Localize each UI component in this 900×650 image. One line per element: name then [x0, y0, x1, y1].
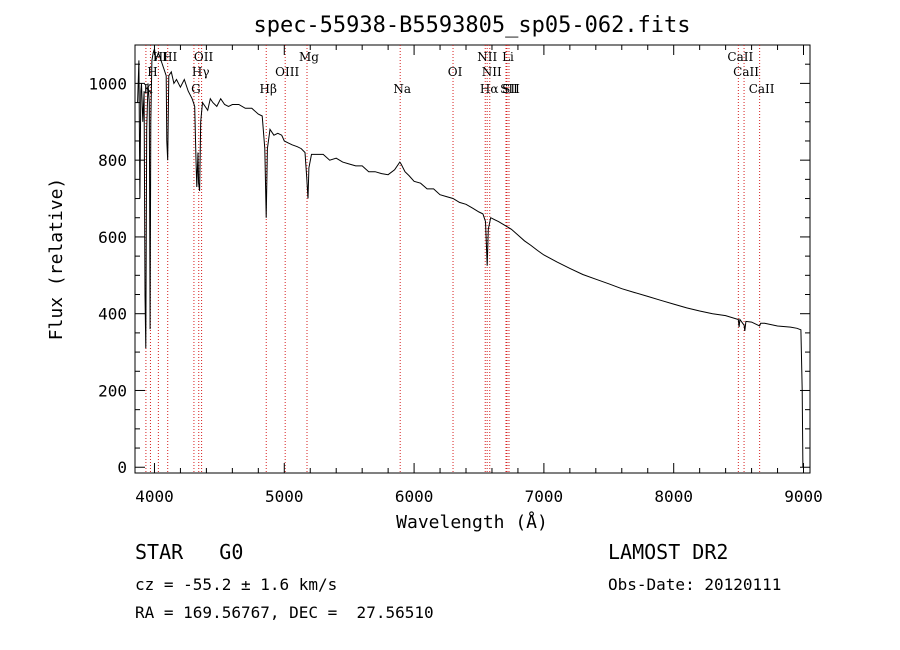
line-label: Na: [393, 82, 411, 96]
line-label: OIII: [275, 65, 299, 79]
line-label: H: [147, 65, 157, 79]
y-tick-label: 800: [98, 151, 127, 170]
line-label: CaII: [749, 82, 775, 96]
x-axis: 4000 5000 6000 7000 8000 9000: [135, 45, 823, 506]
line-label: HI: [162, 50, 177, 64]
spectrum-line: [137, 48, 804, 468]
x-tick-label: 9000: [784, 487, 823, 506]
object-class: STAR G0: [135, 540, 244, 564]
line-label: SII: [500, 82, 518, 96]
line-label: NII: [477, 50, 497, 64]
y-tick-label: 1000: [88, 74, 127, 93]
y-tick-label: 200: [98, 381, 127, 400]
line-label: CaII: [733, 65, 759, 79]
line-label: HI: [153, 50, 168, 64]
x-tick-label: 6000: [395, 487, 434, 506]
redshift-text: cz = -55.2 ± 1.6 km/s: [135, 575, 338, 594]
y-axis: 0 200 400 600 800 1000: [88, 44, 810, 477]
line-label: OII: [194, 50, 214, 64]
line-label: SII: [502, 82, 520, 96]
line-label: Hβ: [260, 82, 277, 96]
line-label: Hγ: [192, 65, 210, 79]
line-label: G: [191, 82, 201, 96]
survey-name: LAMOST DR2: [608, 540, 729, 564]
x-axis-label: Wavelength (Å): [396, 511, 548, 533]
y-tick-label: 400: [98, 305, 127, 324]
x-tick-label: 7000: [525, 487, 564, 506]
line-label: OI: [448, 65, 463, 79]
y-axis-label: Flux (relative): [46, 178, 67, 341]
y-tick-label: 0: [117, 458, 127, 477]
emission-line-labels: KHHIHIGHγOIIHβOIIIMgNaOINIIHαNIISIILiSII…: [143, 50, 774, 96]
x-tick-label: 4000: [135, 487, 174, 506]
y-tick-label: 600: [98, 228, 127, 247]
obs-date: Obs-Date: 20120111: [608, 575, 782, 594]
plot-frame: [134, 44, 811, 474]
line-label: Mg: [299, 50, 319, 64]
line-label: Li: [502, 50, 514, 64]
emission-line-markers: [145, 45, 761, 473]
chart-title: spec-55938-B5593805_sp05-062.fits: [253, 13, 690, 38]
x-tick-label: 8000: [654, 487, 693, 506]
coordinates: RA = 169.56767, DEC = 27.56510: [135, 603, 434, 622]
x-tick-label: 5000: [265, 487, 304, 506]
line-label: CaII: [727, 50, 753, 64]
line-label: NII: [482, 65, 502, 79]
line-label: Hα: [480, 82, 499, 96]
